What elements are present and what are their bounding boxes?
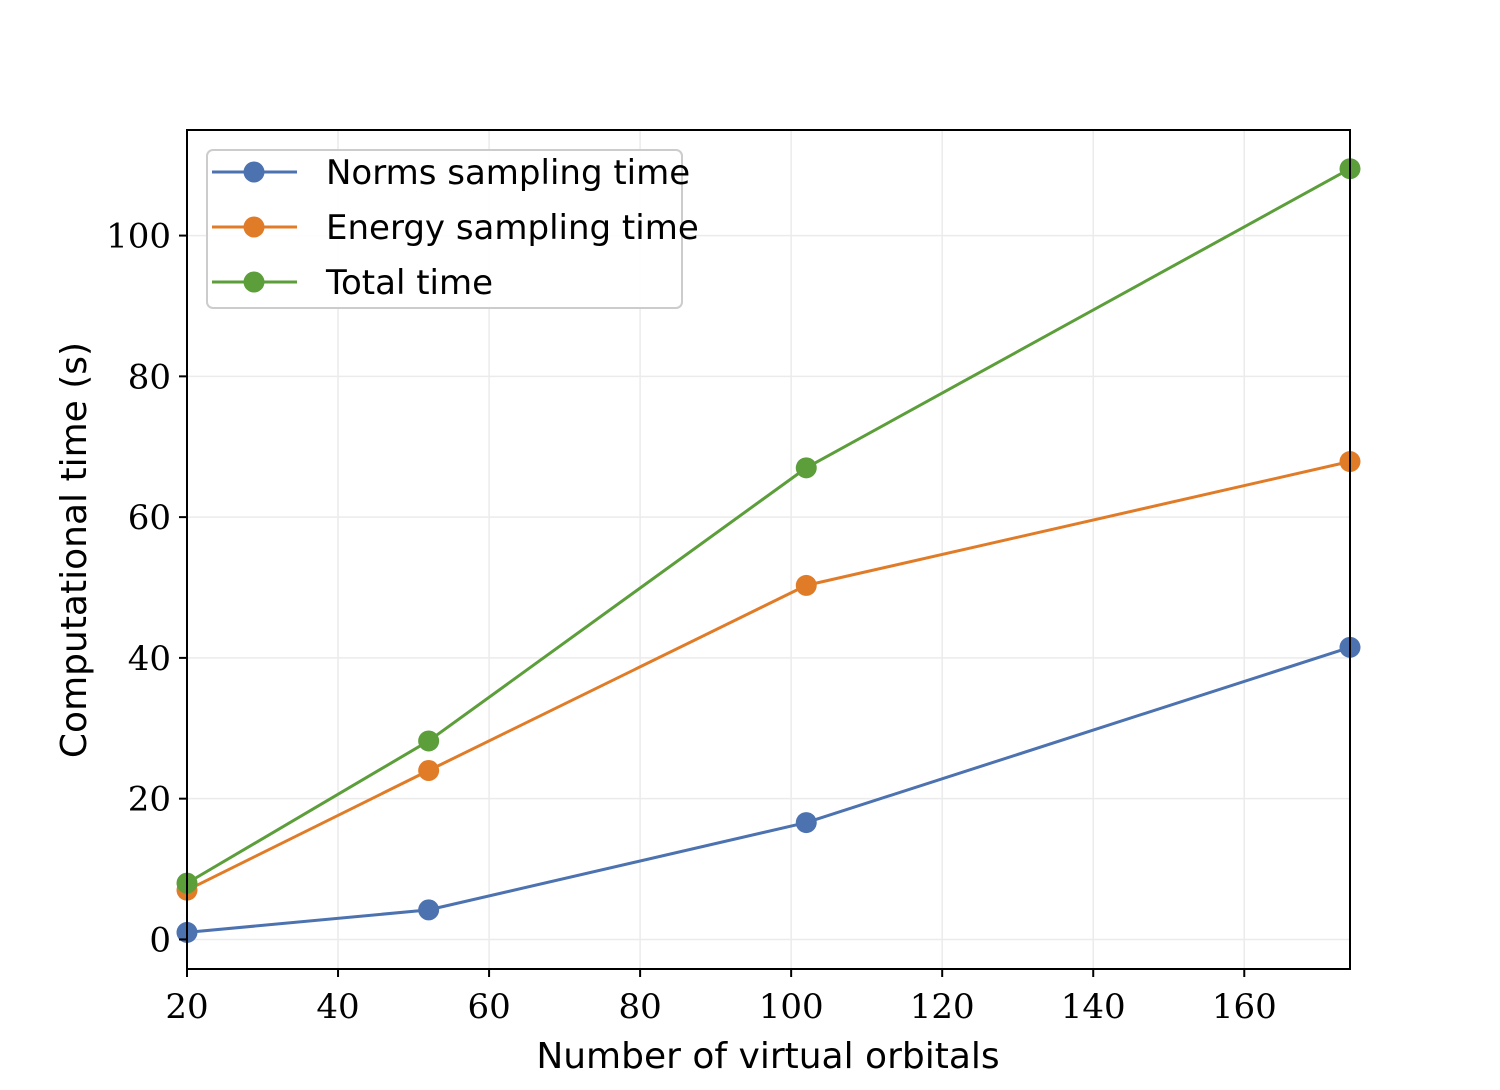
- data-point: [418, 899, 440, 921]
- y-tick-label: 20: [128, 780, 171, 820]
- data-point: [795, 574, 817, 596]
- y-axis-title: Computational time (s): [54, 342, 95, 758]
- x-tick-label: 40: [316, 987, 359, 1027]
- legend-marker: [243, 271, 265, 293]
- series-line: [186, 460, 1351, 892]
- x-tick-label: 60: [467, 987, 510, 1027]
- legend-marker: [243, 161, 265, 183]
- data-point: [795, 457, 817, 479]
- legend-label: Norms sampling time: [326, 153, 690, 193]
- x-tick-label: 160: [1212, 987, 1277, 1027]
- legend-label: Total time: [325, 263, 493, 303]
- y-tick-label: 0: [149, 920, 171, 960]
- y-tick-label: 60: [128, 498, 171, 538]
- x-tick-label: 20: [165, 987, 208, 1027]
- series-line: [186, 645, 1351, 934]
- y-tick-label: 100: [106, 217, 171, 257]
- ticks: 20 40 60 80 100 120 140 160 0 20 40 60 80 100: [106, 217, 1277, 1027]
- x-tick-label: 140: [1061, 987, 1126, 1027]
- y-tick-label: 40: [128, 639, 171, 679]
- x-tick-label: 100: [759, 987, 824, 1027]
- grid: [186, 130, 1350, 969]
- data-point: [418, 760, 440, 782]
- series-line: [186, 167, 1351, 885]
- y-tick-label: 80: [128, 357, 171, 397]
- data-point: [795, 812, 817, 834]
- x-axis-title: Number of virtual orbitals: [536, 1036, 999, 1077]
- plot-frame: [186, 129, 1351, 970]
- x-tick-label: 120: [910, 987, 975, 1027]
- legend-label: Energy sampling time: [326, 208, 699, 248]
- x-tick-label: 80: [618, 987, 661, 1027]
- data-point: [418, 730, 440, 752]
- legend-box: [206, 149, 683, 309]
- legend: Norms sampling time Energy sampling time T…: [206, 149, 699, 309]
- legend-marker: [243, 216, 265, 238]
